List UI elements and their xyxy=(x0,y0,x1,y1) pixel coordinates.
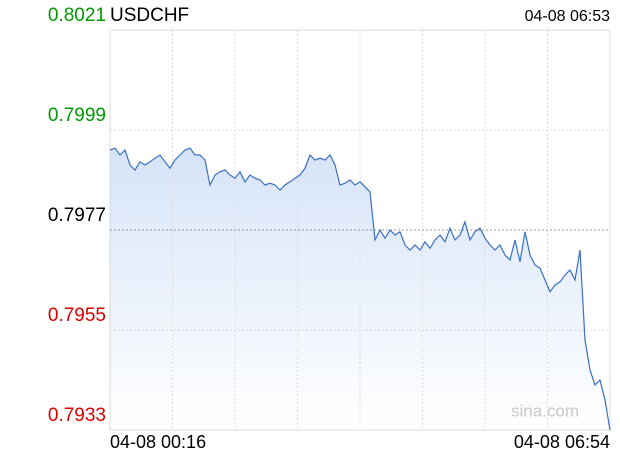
y-tick-label: 0.8021 xyxy=(48,5,106,26)
y-tick-label: 0.7955 xyxy=(48,305,106,326)
chart-title: USDCHF xyxy=(110,5,189,26)
line xyxy=(109,147,611,431)
watermark: sina.com xyxy=(511,401,579,420)
y-tick-label: 0.7977 xyxy=(48,205,106,226)
y-tick-label: 0.7933 xyxy=(48,405,106,426)
x-tick-label: 04-08 06:54 xyxy=(514,432,610,452)
y-tick-label: 0.7999 xyxy=(48,105,106,126)
timestamp: 04-08 06:53 xyxy=(525,8,611,25)
x-tick-label: 04-08 00:16 xyxy=(110,432,206,452)
